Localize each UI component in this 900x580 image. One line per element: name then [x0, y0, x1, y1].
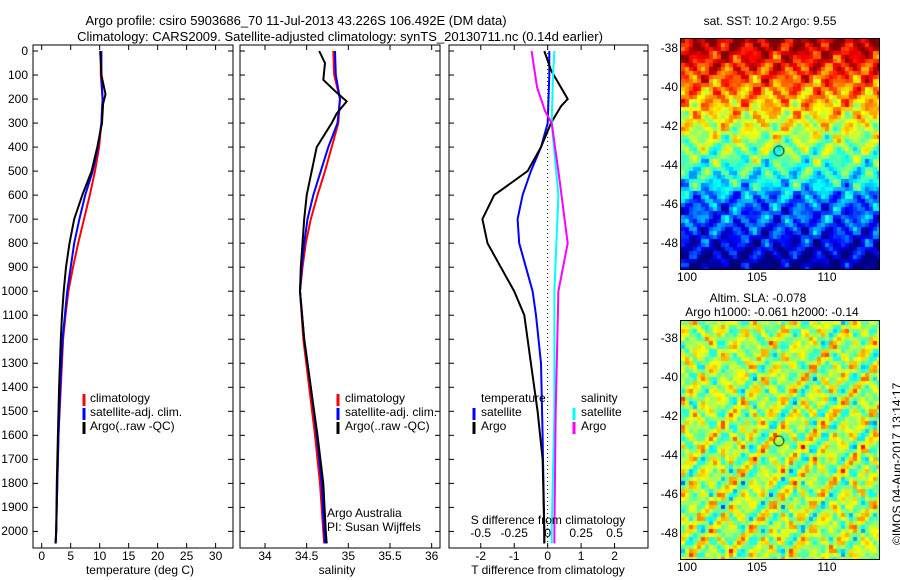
y-tick-label: 2000	[1, 524, 28, 539]
map-y-tick-label: -44	[660, 448, 678, 462]
series-line-argo-raw-qc-	[298, 50, 349, 544]
map-y-tick-label: -38	[660, 41, 678, 55]
y-tick-label: 900	[7, 260, 28, 275]
x-tick-label: 5	[67, 549, 75, 563]
x2-tick-label: 0.5	[606, 526, 623, 540]
x-tick-label: 34	[258, 549, 272, 563]
legend-s-satellite: satellite	[581, 405, 622, 419]
x-tick-label: 34.5	[294, 549, 319, 563]
xlabel-t-difference: T difference from climatology	[471, 563, 625, 577]
y-tick-label: 400	[7, 140, 28, 155]
series-line-argo-raw-qc-	[54, 50, 107, 544]
x-tick-label: 10	[92, 549, 107, 563]
x-tick-label: 15	[121, 549, 136, 563]
panel-frame	[448, 44, 649, 549]
y-tick-label: 700	[7, 212, 28, 227]
y-tick-label: 1300	[1, 356, 28, 371]
annotation-argo-australia: Argo Australia	[327, 506, 402, 520]
y-tick-label: 0	[21, 44, 28, 58]
legend-climatology: climatology	[345, 391, 406, 405]
sst-map	[680, 38, 880, 270]
sst-map-title: sat. SST: 10.2 Argo: 9.55	[703, 14, 837, 28]
map-y-tick-label: -42	[660, 409, 678, 423]
series-line-t-argo	[481, 50, 569, 544]
map-x-tick-label: 100	[676, 560, 698, 574]
y-tick-label: 800	[7, 236, 28, 251]
series-line-s-argo	[530, 50, 569, 544]
legend-argo: Argo(..raw -QC)	[90, 419, 175, 433]
legend-temperature-title: temperature	[481, 391, 546, 405]
x-tick-label: 0	[544, 549, 551, 563]
legend-t-satellite: satellite	[481, 405, 522, 419]
title-line2: Climatology: CARS2009. Satellite-adjuste…	[77, 29, 603, 44]
x-tick-label: 36	[424, 549, 439, 563]
x2-tick-label: 0.25	[569, 526, 593, 540]
sla-map	[680, 320, 880, 560]
y-tick-label: 100	[7, 68, 28, 83]
title-line1: Argo profile: csiro 5903686_70 11-Jul-20…	[85, 13, 507, 28]
x2-tick-label: -0.25	[500, 526, 528, 540]
legend-s-argo: Argo	[581, 419, 607, 433]
x2-tick-label: -0.5	[470, 526, 492, 540]
y-tick-label: 1000	[1, 284, 28, 299]
legend-t-argo: Argo	[481, 419, 507, 433]
series-line-satellite-adj-clim-	[298, 50, 342, 544]
x-tick-label: 20	[150, 549, 165, 563]
y-tick-label: 1900	[1, 500, 28, 515]
x2-tick-label: 0	[544, 526, 551, 540]
map-y-tick-label: -48	[660, 526, 678, 540]
sla-map-title2: Argo h1000: -0.061 h2000: -0.14	[685, 305, 859, 319]
x-tick-label: 30	[208, 549, 223, 563]
sla-map-title1: Altim. SLA: -0.078	[709, 291, 807, 305]
map-y-tick-label: -42	[660, 119, 678, 133]
panel-frame	[239, 44, 441, 549]
legend-satellite: satellite-adj. clim.	[345, 405, 438, 419]
map-x-tick-label: 100	[676, 270, 698, 284]
x-tick-label: 0	[38, 549, 46, 563]
y-tick-label: 200	[7, 92, 28, 107]
map-x-tick-label: 110	[817, 270, 837, 284]
x2label-s-difference: S difference from climatology	[470, 513, 626, 527]
map-y-tick-label: -40	[660, 370, 678, 384]
map-x-tick-label: 105	[746, 560, 768, 574]
series-line-t-satellite	[516, 51, 551, 544]
map-y-tick-label: -46	[660, 487, 678, 501]
y-tick-label: 1600	[1, 428, 28, 443]
legend-satellite: satellite-adj. clim.	[90, 405, 183, 419]
imos-timestamp: ©IMOS 04-Aug-2017 13:14:17	[890, 382, 900, 545]
map-y-tick-label: -46	[660, 197, 678, 211]
x-tick-label: 2	[611, 549, 618, 563]
map-y-tick-label: -38	[660, 331, 678, 345]
map-x-tick-label: 110	[817, 560, 837, 574]
map-y-tick-label: -48	[660, 236, 678, 250]
legend-argo: Argo(..raw -QC)	[345, 419, 430, 433]
y-tick-label: 1500	[1, 404, 28, 419]
y-tick-label: 1400	[1, 380, 28, 395]
x-tick-label: 35	[341, 549, 356, 563]
map-y-tick-label: -44	[660, 158, 678, 172]
map-x-tick-label: 105	[746, 270, 768, 284]
y-tick-label: 1200	[1, 332, 28, 347]
x-tick-label: 1	[577, 549, 585, 563]
y-tick-label: 300	[7, 116, 28, 131]
x-tick-label: -2	[475, 549, 487, 563]
x-tick-label: 25	[179, 549, 194, 563]
x-tick-label: 35.5	[378, 549, 402, 563]
xlabel-salinity: salinity	[318, 563, 356, 577]
xlabel-temperature: temperature (deg C)	[85, 563, 195, 577]
series-line-s-satellite	[550, 50, 560, 544]
legend-climatology: climatology	[90, 391, 151, 405]
y-tick-label: 1700	[1, 452, 28, 467]
x-tick-label: -1	[508, 549, 520, 563]
y-tick-label: 500	[7, 164, 28, 179]
y-tick-label: 1800	[1, 476, 28, 491]
y-tick-label: 1100	[2, 308, 28, 323]
panel-frame	[32, 44, 234, 549]
y-tick-label: 600	[7, 188, 28, 203]
annotation-pi: PI: Susan Wijffels	[327, 520, 421, 534]
legend-salinity-title: salinity	[581, 391, 618, 405]
map-y-tick-label: -40	[660, 80, 678, 94]
